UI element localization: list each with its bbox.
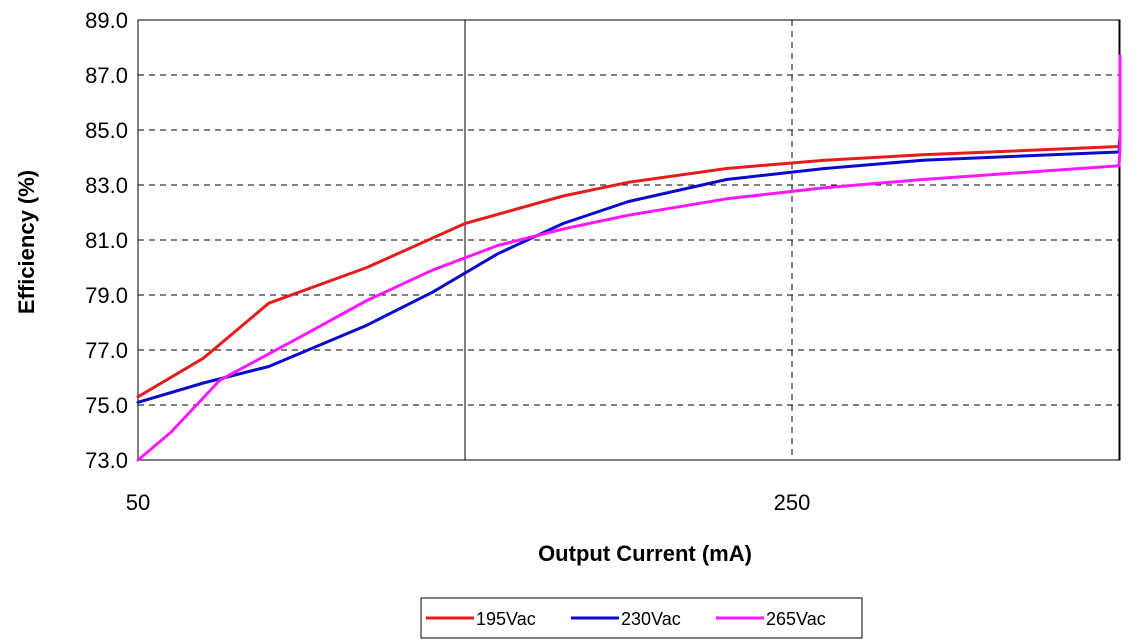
y-tick-label: 73.0: [85, 448, 128, 473]
y-tick-label: 87.0: [85, 63, 128, 88]
y-tick-label: 79.0: [85, 283, 128, 308]
x-tick-labels: 50250450650850105012501450: [126, 490, 811, 515]
legend-label-230vac: 230Vac: [621, 609, 681, 629]
x-tick-label: 250: [774, 490, 811, 515]
y-tick-labels: 73.0 75.0 77.0 79.0 81.0 83.0 85.0 87.0 89.0: [85, 8, 128, 473]
legend-label-195vac: 195Vac: [476, 609, 536, 629]
y-tick-label: 85.0: [85, 118, 128, 143]
grid-lines: [138, 20, 1120, 460]
y-axis-title: Efficiency (%): [14, 170, 39, 314]
x-tick-label: 50: [126, 490, 150, 515]
series-lines: [136, 54, 1122, 462]
legend-label-265vac: 265Vac: [766, 609, 826, 629]
y-tick-label: 75.0: [85, 393, 128, 418]
y-tick-label: 89.0: [85, 8, 128, 33]
y-tick-label: 83.0: [85, 173, 128, 198]
series-line-230vac: [136, 59, 1122, 404]
series-line-265vac: [136, 54, 1122, 462]
plot-border: [137, 19, 1121, 461]
legend-box: [420, 597, 863, 639]
y-tick-label: 77.0: [85, 338, 128, 363]
plot-frame: [137, 19, 1121, 461]
legend: 195Vac 230Vac 265Vac: [420, 597, 863, 639]
y-tick-label: 81.0: [85, 228, 128, 253]
x-axis-title: Output Current (mA): [538, 541, 752, 566]
